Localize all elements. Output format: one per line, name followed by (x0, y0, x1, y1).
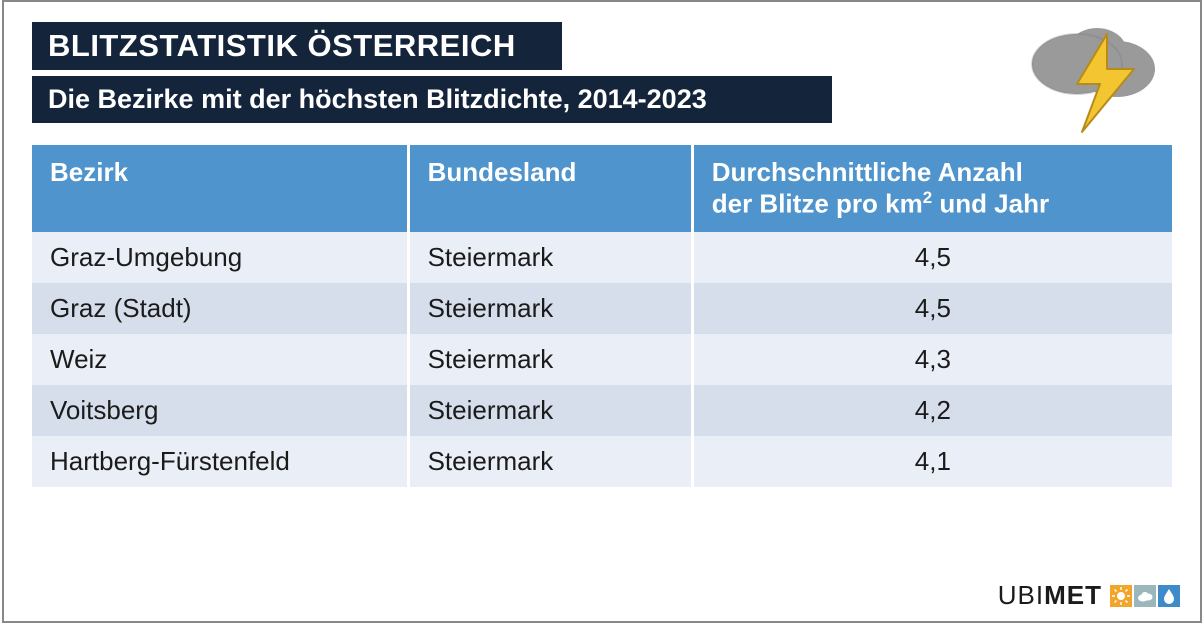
cell-value: 4,1 (692, 436, 1172, 487)
cell-bezirk: Hartberg-Fürstenfeld (32, 436, 408, 487)
storm-icon (1022, 14, 1162, 134)
col-header-value-l2a: der Blitze pro km (712, 189, 923, 219)
lightning-table: Bezirk Bundesland Durchschnittliche Anza… (32, 145, 1172, 487)
cell-bundesland: Steiermark (408, 283, 692, 334)
table-row: Graz (Stadt) Steiermark 4,5 (32, 283, 1172, 334)
brand-square-drop (1158, 585, 1180, 607)
col-header-bundesland: Bundesland (408, 145, 692, 232)
cell-bundesland: Steiermark (408, 436, 692, 487)
table-row: Graz-Umgebung Steiermark 4,5 (32, 232, 1172, 283)
table-row: Hartberg-Fürstenfeld Steiermark 4,1 (32, 436, 1172, 487)
main-title: BLITZSTATISTIK ÖSTERREICH (32, 22, 562, 70)
cell-value: 4,2 (692, 385, 1172, 436)
header-area: BLITZSTATISTIK ÖSTERREICH Die Bezirke mi… (4, 2, 1200, 123)
col-header-bezirk: Bezirk (32, 145, 408, 232)
table-row: Weiz Steiermark 4,3 (32, 334, 1172, 385)
brand-light: UBI (998, 580, 1044, 610)
brand-square-sun (1110, 585, 1132, 607)
table-body: Graz-Umgebung Steiermark 4,5 Graz (Stadt… (32, 232, 1172, 487)
table-container: Bezirk Bundesland Durchschnittliche Anza… (4, 123, 1200, 487)
brand-square-cloud (1134, 585, 1156, 607)
infographic-page: BLITZSTATISTIK ÖSTERREICH Die Bezirke mi… (2, 0, 1202, 623)
cell-value: 4,5 (692, 232, 1172, 283)
subtitle: Die Bezirke mit der höchsten Blitzdichte… (32, 76, 832, 123)
table-header-row: Bezirk Bundesland Durchschnittliche Anza… (32, 145, 1172, 232)
cell-bezirk: Voitsberg (32, 385, 408, 436)
cell-bezirk: Graz (Stadt) (32, 283, 408, 334)
cell-bundesland: Steiermark (408, 232, 692, 283)
cell-bezirk: Graz-Umgebung (32, 232, 408, 283)
footer-brand: UBIMET (998, 580, 1180, 611)
cell-bezirk: Weiz (32, 334, 408, 385)
cell-value: 4,5 (692, 283, 1172, 334)
col-header-value: Durchschnittliche Anzahl der Blitze pro … (692, 145, 1172, 232)
col-header-value-l2b: und Jahr (932, 189, 1049, 219)
col-header-value-l1: Durchschnittliche Anzahl (712, 157, 1023, 187)
cell-bundesland: Steiermark (408, 385, 692, 436)
brand-bold: MET (1044, 580, 1102, 610)
brand-text: UBIMET (998, 580, 1102, 611)
cell-bundesland: Steiermark (408, 334, 692, 385)
sup-2: 2 (923, 188, 932, 207)
table-row: Voitsberg Steiermark 4,2 (32, 385, 1172, 436)
cell-value: 4,3 (692, 334, 1172, 385)
